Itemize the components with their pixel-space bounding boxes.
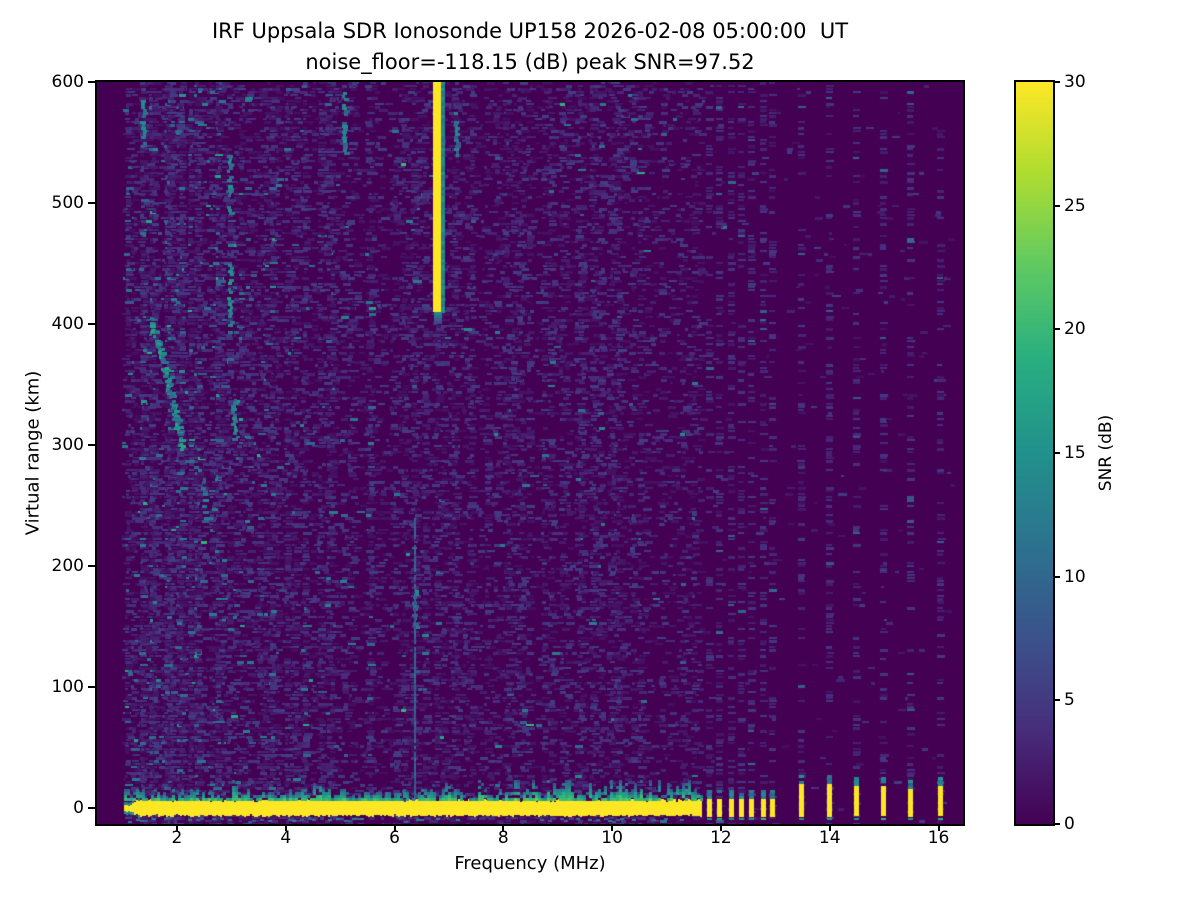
y-tick-mark bbox=[88, 565, 95, 568]
colorbar-tick-label: 15 bbox=[1064, 443, 1086, 463]
colorbar-tick-mark bbox=[1053, 823, 1060, 825]
x-tick-mark bbox=[502, 824, 505, 831]
x-tick-mark bbox=[175, 824, 178, 831]
x-axis-label: Frequency (MHz) bbox=[454, 853, 606, 874]
colorbar-tick-mark bbox=[1053, 452, 1060, 454]
heatmap-plot-area bbox=[95, 80, 965, 826]
x-tick-label: 16 bbox=[927, 828, 950, 848]
colorbar-tick-mark bbox=[1053, 575, 1060, 578]
colorbar-tick-mark bbox=[1053, 328, 1060, 331]
y-tick-label: 0 bbox=[73, 798, 84, 819]
y-tick-mark bbox=[88, 202, 95, 205]
y-tick-label: 600 bbox=[51, 72, 84, 92]
colorbar-tick-mark bbox=[1053, 81, 1060, 83]
colorbar bbox=[1014, 80, 1055, 826]
colorbar-tick-label: 30 bbox=[1064, 72, 1086, 92]
x-tick-mark bbox=[828, 824, 831, 831]
y-tick-mark bbox=[88, 323, 95, 326]
x-tick-label: 12 bbox=[710, 828, 732, 848]
colorbar-tick-label: 5 bbox=[1064, 690, 1075, 711]
x-tick-mark bbox=[937, 824, 940, 831]
y-tick-label: 200 bbox=[51, 556, 84, 577]
x-tick-mark bbox=[611, 824, 614, 831]
chart-subtitle: noise_floor=-118.15 (dB) peak SNR=97.52 bbox=[305, 50, 755, 74]
colorbar-tick-label: 25 bbox=[1064, 195, 1086, 216]
y-tick-mark bbox=[88, 807, 95, 810]
y-tick-label: 400 bbox=[51, 314, 84, 335]
colorbar-tick-mark bbox=[1053, 204, 1060, 207]
x-tick-mark bbox=[284, 824, 287, 831]
colorbar-tick-label: 10 bbox=[1064, 566, 1086, 587]
x-tick-mark bbox=[719, 824, 722, 831]
colorbar-tick-mark bbox=[1053, 699, 1060, 702]
x-tick-label: 2 bbox=[171, 828, 183, 848]
y-tick-label: 500 bbox=[51, 193, 84, 214]
y-tick-label: 300 bbox=[51, 435, 84, 456]
y-tick-mark bbox=[88, 686, 95, 689]
y-tick-mark bbox=[88, 81, 95, 83]
chart-title: IRF Uppsala SDR Ionosonde UP158 2026-02-… bbox=[211, 19, 849, 43]
y-tick-mark bbox=[88, 444, 95, 447]
x-tick-mark bbox=[393, 824, 396, 831]
colorbar-tick-label: 0 bbox=[1064, 814, 1075, 834]
x-tick-label: 8 bbox=[497, 828, 509, 848]
ionogram-heatmap-canvas bbox=[97, 82, 963, 824]
x-tick-label: 4 bbox=[280, 828, 292, 848]
x-tick-label: 6 bbox=[389, 828, 400, 848]
colorbar-gradient bbox=[1016, 82, 1053, 824]
colorbar-tick-label: 20 bbox=[1064, 319, 1086, 340]
x-tick-label: 10 bbox=[601, 828, 623, 848]
y-tick-label: 100 bbox=[51, 677, 84, 698]
x-tick-label: 14 bbox=[818, 828, 841, 848]
